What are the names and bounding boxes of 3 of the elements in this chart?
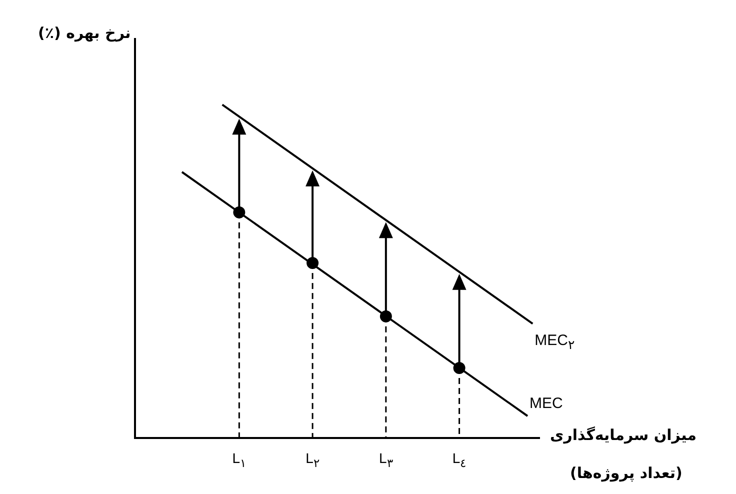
text: میزان سرمایه‌گذاری (تعداد پروژه‌ها) — [550, 426, 697, 482]
y-axis-title: نرخ بهره (٪) — [38, 24, 131, 42]
series-label: MEC — [530, 395, 563, 412]
